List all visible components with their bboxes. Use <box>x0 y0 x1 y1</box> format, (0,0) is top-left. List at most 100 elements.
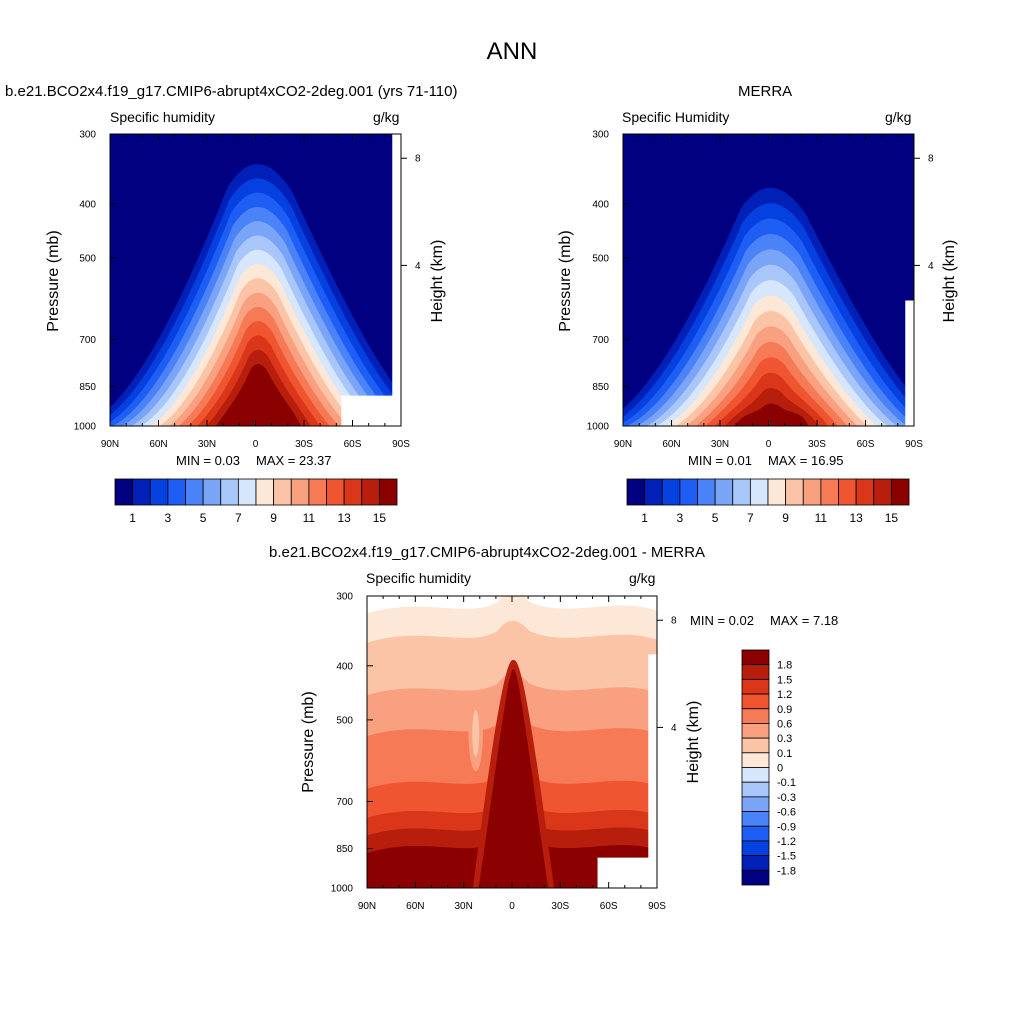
colorbar-0-label-2: 5 <box>200 511 207 525</box>
colorbar-1-box-14 <box>873 478 892 506</box>
ytick-label-0-0: 300 <box>79 130 96 141</box>
ytick-label-1-0: 300 <box>592 130 609 141</box>
colorbar-diff-label-12: -1.2 <box>777 836 796 848</box>
xtick-label-2-4: 30S <box>551 901 569 912</box>
panel-obs-left-label: Specific Humidity <box>622 109 730 125</box>
colorbar-1-box-9 <box>785 478 804 506</box>
colorbar-1-box-0 <box>626 478 646 506</box>
colorbar-diff-label-13: -1.5 <box>777 851 796 863</box>
colorbar-1-label-6: 13 <box>849 511 863 525</box>
colorbar-0-box-4 <box>185 478 204 506</box>
colorbar-diff-box-14 <box>741 855 770 871</box>
contour-fill-0 <box>110 134 401 426</box>
colorbar-0-label-0: 1 <box>129 511 136 525</box>
y2tick-label-2-1: 4 <box>671 723 677 734</box>
xtick-label-1-5: 60S <box>857 439 875 450</box>
ytick-label-1-5: 1000 <box>587 422 610 433</box>
panel-obs-max: MAX = 16.95 <box>768 453 844 468</box>
y2tick-label-2-0: 8 <box>671 616 677 627</box>
colorbar-0-box-2 <box>149 478 169 506</box>
missing-region-2 <box>597 857 657 888</box>
colorbar-diff-label-9: -0.3 <box>777 792 796 804</box>
colorbar-diff-box-8 <box>741 767 770 783</box>
contour-fill-1 <box>623 134 914 426</box>
colorbar-0-box-5 <box>202 478 222 506</box>
pale-pocket-inner-2 <box>472 709 480 757</box>
colorbar-diff-box-10 <box>741 796 770 812</box>
xtick-label-0-4: 30S <box>295 439 313 450</box>
colorbar-0-label-4: 9 <box>270 511 277 525</box>
ytick-label-0-5: 1000 <box>74 422 97 433</box>
panel-model-title: b.e21.BCO2x4.f19_g17.CMIP6-abrupt4xCO2-2… <box>5 83 458 100</box>
y2tick-label-0-0: 8 <box>415 154 421 165</box>
colorbar-diff-box-13 <box>741 840 770 857</box>
colorbar-0-label-3: 7 <box>235 511 242 525</box>
xtick-label-1-4: 30S <box>808 439 826 450</box>
colorbar-1-label-5: 11 <box>815 511 828 525</box>
colorbar-0-box-7 <box>237 478 257 506</box>
ytick-label-0-2: 500 <box>79 253 96 264</box>
panel-diff-min: MIN = 0.02 <box>690 613 754 628</box>
panel-diff-units: g/kg <box>629 570 656 586</box>
colorbar-diff-box-5 <box>741 723 770 739</box>
colorbar-diff-label-3: 0.9 <box>777 704 792 716</box>
colorbar-1-box-7 <box>749 478 769 506</box>
colorbar-1-box-1 <box>644 478 663 506</box>
colorbar-0-box-15 <box>378 478 398 506</box>
colorbar-0-box-11 <box>308 478 327 506</box>
figure-title: ANN <box>486 38 538 65</box>
colorbar-0-box-10 <box>290 478 310 506</box>
missing-edge-0 <box>392 134 401 426</box>
colorbar-1-box-8 <box>767 478 787 506</box>
xtick-label-0-0: 90N <box>101 439 119 450</box>
equatorial-core-2 <box>478 669 549 888</box>
contour-level-1-15 <box>734 403 809 426</box>
colorbar-diff-label-11: -0.9 <box>777 821 796 833</box>
xtick-label-1-0: 90N <box>614 439 632 450</box>
colorbar-diff-box-9 <box>741 781 770 798</box>
xtick-label-2-0: 90N <box>358 901 376 912</box>
colorbar-diff-box-12 <box>741 825 770 842</box>
colorbar-1-box-11 <box>820 478 839 506</box>
colorbar-0-box-12 <box>326 478 345 506</box>
colorbar-diff-label-8: -0.1 <box>777 777 796 789</box>
colorbar-diff-label-1: 1.5 <box>777 674 792 686</box>
ytick-label-0-3: 700 <box>79 335 96 346</box>
xtick-label-2-2: 30N <box>454 901 472 912</box>
colorbar-1-label-2: 5 <box>712 511 719 525</box>
colorbar-diff-box-0 <box>741 649 770 666</box>
plot-area-2: 300 400 500 700 850 1000 90N 60N 30N 0 30S 60S 90S 8 4 <box>331 592 677 913</box>
colorbar-1-box-2 <box>661 478 681 506</box>
xtick-label-0-6: 90S <box>392 439 410 450</box>
panel-model-min: MIN = 0.03 <box>176 453 240 468</box>
colorbar-1-box-15 <box>890 478 910 506</box>
colorbar-1-box-12 <box>838 478 857 506</box>
colorbar-0-box-0 <box>114 478 134 506</box>
panel-model-left-label: Specific humidity <box>110 109 216 125</box>
plot-area-1: 300 400 500 700 850 1000 90N 60N 30N 0 30S 60S 90S 8 4 <box>587 130 934 451</box>
panel-model-max: MAX = 23.37 <box>256 453 332 468</box>
xtick-label-0-2: 30N <box>198 439 216 450</box>
y2tick-label-1-1: 4 <box>928 261 934 272</box>
panel-obs-units: g/kg <box>885 109 912 125</box>
panel-diff-left-label: Specific humidity <box>366 570 472 586</box>
colorbar-1-box-13 <box>855 478 875 506</box>
colorbar-diff-label-14: -1.8 <box>777 865 796 877</box>
missing-edge-2 <box>648 654 657 888</box>
ytick-label-1-1: 400 <box>592 199 609 210</box>
xtick-label-2-3: 0 <box>509 901 515 912</box>
colorbar-diff-box-7 <box>741 752 770 768</box>
colorbar-0-box-9 <box>273 478 292 506</box>
colorbar-1-label-4: 9 <box>782 511 789 525</box>
colorbar-diff-box-1 <box>741 664 770 680</box>
y2tick-label-0-1: 4 <box>415 261 421 272</box>
colorbar-diff-box-3 <box>741 693 770 710</box>
colorbar-1-box-10 <box>802 478 822 506</box>
colorbar-diff-label-5: 0.3 <box>777 733 792 745</box>
ytick-label-2-3: 700 <box>336 797 353 808</box>
colorbar-0-box-14 <box>361 478 380 506</box>
xtick-label-0-1: 60N <box>149 439 167 450</box>
xtick-label-0-5: 60S <box>344 439 362 450</box>
colorbar-diff-label-2: 1.2 <box>777 689 792 701</box>
ytick-label-2-1: 400 <box>336 661 353 672</box>
